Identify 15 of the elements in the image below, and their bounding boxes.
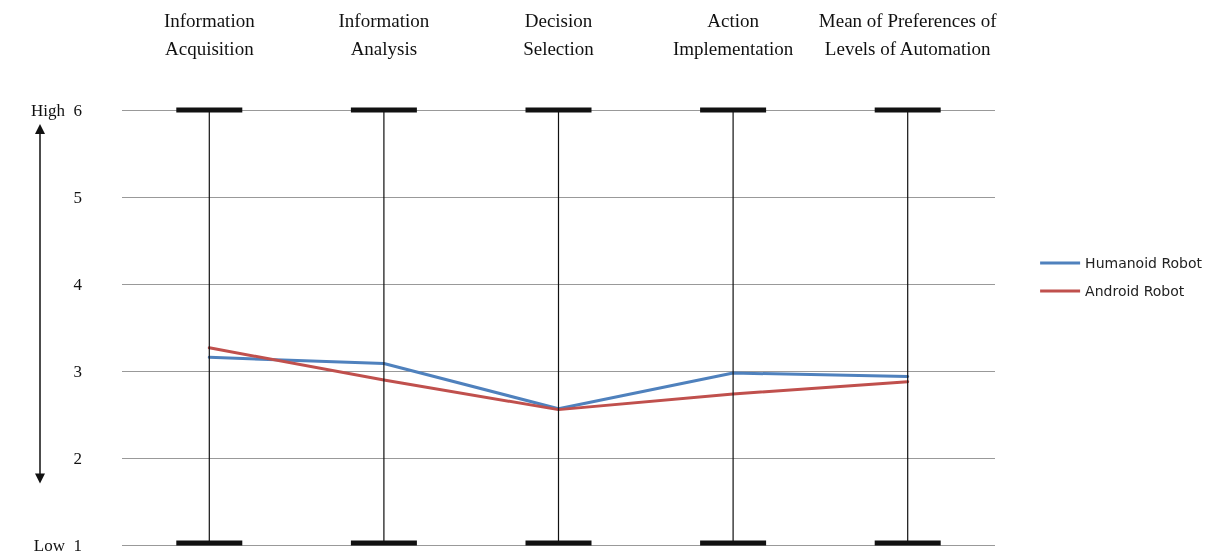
- legend-label: Android Robot: [1085, 283, 1185, 299]
- legend-label: Humanoid Robot: [1085, 255, 1203, 271]
- line-series: [207, 355, 910, 411]
- line-series: [207, 346, 910, 412]
- y-tick-label: 2: [73, 448, 82, 468]
- y-tick-label: High 6: [31, 100, 82, 120]
- x-tick-label: Information Analysis: [338, 9, 430, 59]
- x-tick-label: Decision Selection: [523, 9, 595, 59]
- y-tick-label: Low 1: [33, 536, 82, 554]
- y-tick-label: 4: [73, 274, 83, 294]
- x-tick-label: Mean of Preferences of Levels of Automation: [818, 9, 998, 59]
- x-tick-label: Action Implementation: [672, 9, 794, 59]
- y-tick-label: 5: [73, 187, 82, 207]
- x-tick-label: Information Acquisition: [163, 9, 256, 59]
- y-tick-label: 3: [73, 361, 82, 381]
